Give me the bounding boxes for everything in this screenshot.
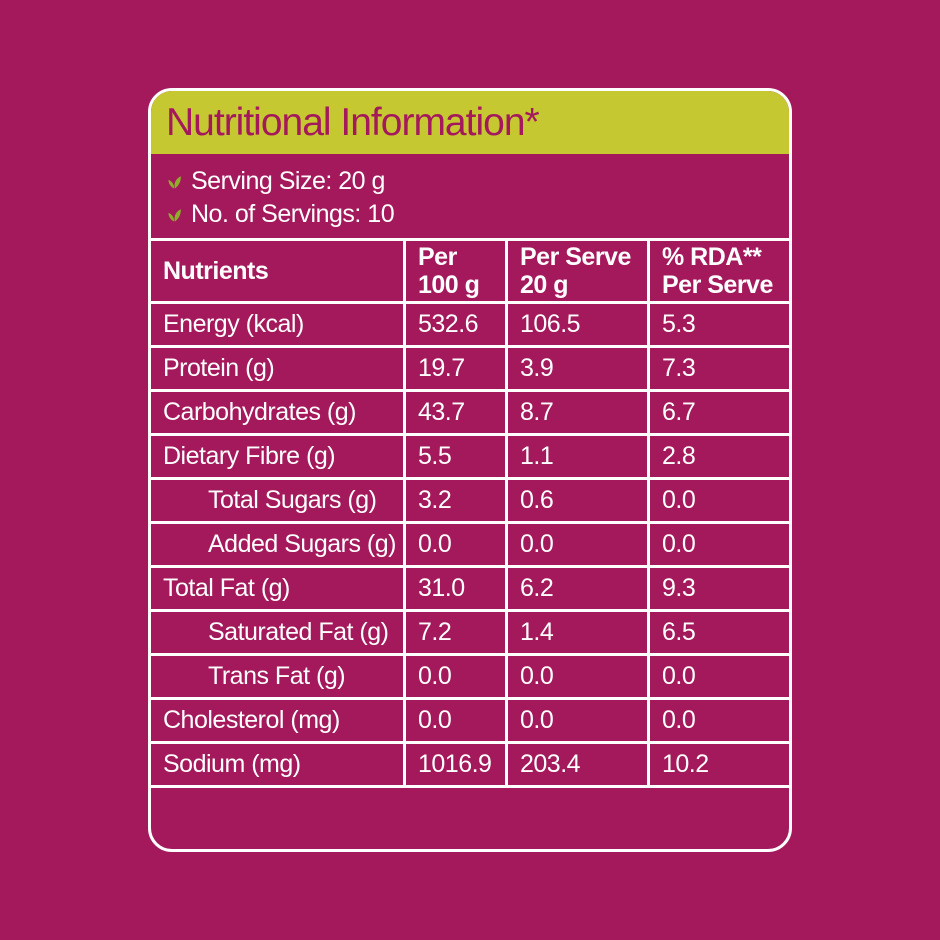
nutrient-cell: Added Sugars (g) <box>208 530 396 558</box>
table-row: Total Fat (g) 31.0 6.2 9.3 <box>151 565 789 609</box>
per-serve-cell: 3.9 <box>505 348 647 389</box>
nutrient-cell: Trans Fat (g) <box>208 662 346 690</box>
per-serve-cell: 1.4 <box>505 612 647 653</box>
nutrient-cell: Total Fat (g) <box>163 574 290 602</box>
per-100g-cell: 3.2 <box>403 480 505 521</box>
footnotes: *Approximate Values **Recommended Dietar… <box>151 785 789 849</box>
rda-cell: 0.0 <box>647 480 789 521</box>
nutrient-cell: Dietary Fibre (g) <box>163 442 336 470</box>
nutrition-panel: Nutritional Information* Serving Size: 2… <box>148 88 792 852</box>
per-100g-cell: 7.2 <box>403 612 505 653</box>
nutrient-cell: Protein (g) <box>163 354 275 382</box>
servings-count-line: No. of Servings: 10 <box>166 198 789 231</box>
per-serve-cell: 0.0 <box>505 656 647 697</box>
table-row: Total Sugars (g) 3.2 0.6 0.0 <box>151 477 789 521</box>
table-row: Cholesterol (mg) 0.0 0.0 0.0 <box>151 697 789 741</box>
serving-size-line: Serving Size: 20 g <box>166 165 789 198</box>
leaf-icon <box>168 176 181 189</box>
table-row: Added Sugars (g) 0.0 0.0 0.0 <box>151 521 789 565</box>
leaf-icon <box>168 209 181 222</box>
rda-cell: 2.8 <box>647 436 789 477</box>
table-header-row: Nutrients Per 100 g Per Serve 20 g % RDA**… <box>151 238 789 301</box>
table-row: Saturated Fat (g) 7.2 1.4 6.5 <box>151 609 789 653</box>
table-row: Energy (kcal) 532.6 106.5 5.3 <box>151 301 789 345</box>
column-header-nutrients: Nutrients <box>163 257 269 285</box>
table-row: Trans Fat (g) 0.0 0.0 0.0 <box>151 653 789 697</box>
serving-info: Serving Size: 20 g No. of Servings: 10 <box>151 154 789 238</box>
per-serve-cell: 203.4 <box>505 744 647 785</box>
per-serve-cell: 6.2 <box>505 568 647 609</box>
per-serve-cell: 1.1 <box>505 436 647 477</box>
nutrient-cell: Cholesterol (mg) <box>163 706 340 734</box>
table-row: Protein (g) 19.7 3.9 7.3 <box>151 345 789 389</box>
per-serve-cell: 8.7 <box>505 392 647 433</box>
per-100g-cell: 0.0 <box>403 524 505 565</box>
nutrient-cell: Saturated Fat (g) <box>208 618 389 646</box>
rda-cell: 7.3 <box>647 348 789 389</box>
table-row: Dietary Fibre (g) 5.5 1.1 2.8 <box>151 433 789 477</box>
rda-cell: 5.3 <box>647 304 789 345</box>
nutrient-cell: Sodium (mg) <box>163 750 301 778</box>
nutrition-table-body: Energy (kcal) 532.6 106.5 5.3 Protein (g) 19.… <box>151 301 789 785</box>
rda-cell: 0.0 <box>647 656 789 697</box>
per-serve-cell: 0.6 <box>505 480 647 521</box>
nutrient-cell: Total Sugars (g) <box>208 486 377 514</box>
per-100g-cell: 0.0 <box>403 700 505 741</box>
per-100g-cell: 43.7 <box>403 392 505 433</box>
rda-cell: 6.7 <box>647 392 789 433</box>
nutrient-cell: Energy (kcal) <box>163 310 304 338</box>
per-serve-cell: 0.0 <box>505 524 647 565</box>
column-header-per-100g: Per 100 g <box>403 241 505 301</box>
per-serve-cell: 106.5 <box>505 304 647 345</box>
per-100g-cell: 31.0 <box>403 568 505 609</box>
page-title: Nutritional Information* <box>166 100 540 144</box>
rda-cell: 6.5 <box>647 612 789 653</box>
table-row: Sodium (mg) 1016.9 203.4 10.2 <box>151 741 789 785</box>
rda-cell: 0.0 <box>647 700 789 741</box>
per-100g-cell: 0.0 <box>403 656 505 697</box>
serving-size-label: Serving Size: 20 g <box>191 167 385 195</box>
nutrient-cell: Carbohydrates (g) <box>163 398 356 426</box>
rda-cell: 10.2 <box>647 744 789 785</box>
column-header-rda: % RDA** Per Serve <box>647 241 789 301</box>
per-100g-cell: 19.7 <box>403 348 505 389</box>
servings-count-label: No. of Servings: 10 <box>191 200 395 228</box>
column-header-per-serve: Per Serve 20 g <box>505 241 647 301</box>
table-row: Carbohydrates (g) 43.7 8.7 6.7 <box>151 389 789 433</box>
per-100g-cell: 1016.9 <box>403 744 505 785</box>
rda-cell: 0.0 <box>647 524 789 565</box>
rda-cell: 9.3 <box>647 568 789 609</box>
per-serve-cell: 0.0 <box>505 700 647 741</box>
per-100g-cell: 532.6 <box>403 304 505 345</box>
footnote-approximate-values: *Approximate Values **Recommended Dietar… <box>161 849 789 852</box>
title-bar: Nutritional Information* <box>151 91 789 154</box>
per-100g-cell: 5.5 <box>403 436 505 477</box>
